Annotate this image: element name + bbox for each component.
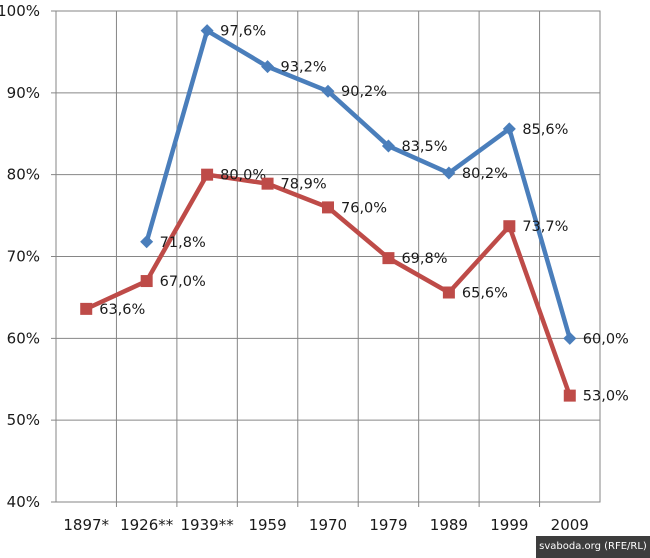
series-2-point <box>503 220 516 233</box>
data-label: 71,8% <box>160 235 206 251</box>
source-credit: svaboda.org (RFE/RL) <box>536 536 650 558</box>
x-tick-label: 1959 <box>248 516 286 534</box>
series-1-line <box>144 28 573 341</box>
series-1-point <box>140 235 154 249</box>
y-tick-label: 100% <box>0 2 40 20</box>
y-tick-label: 40% <box>7 493 40 511</box>
series-1-point <box>200 24 214 38</box>
data-label: 63,6% <box>99 302 145 318</box>
data-label: 76,0% <box>341 200 387 216</box>
data-label: 60,0% <box>583 331 629 347</box>
y-tick-label: 90% <box>7 84 40 102</box>
data-label: 97,6% <box>220 24 266 40</box>
data-label: 67,0% <box>160 274 206 290</box>
data-label: 65,6% <box>462 286 508 302</box>
data-label: 69,8% <box>401 251 447 267</box>
data-label: 80,0% <box>220 168 266 184</box>
series-1-point <box>381 139 395 153</box>
series-2-point <box>261 177 274 190</box>
x-tick-label: 1989 <box>430 516 468 534</box>
series-2-point <box>382 252 395 265</box>
y-tick-label: 50% <box>7 411 40 429</box>
x-tick-label: 1939** <box>181 516 235 534</box>
y-tick-label: 80% <box>7 166 40 184</box>
data-label: 78,9% <box>281 177 327 193</box>
data-label: 80,2% <box>462 166 508 182</box>
series-2-point <box>442 286 455 299</box>
y-tick-label: 60% <box>7 329 40 347</box>
x-tick-label: 2009 <box>551 516 589 534</box>
x-tick-label: 1999 <box>490 516 528 534</box>
series-2-point <box>140 275 153 288</box>
series-1-point <box>502 122 516 136</box>
x-tick-label: 1926** <box>120 516 174 534</box>
series-1-point <box>321 84 335 98</box>
x-tick-label: 1897* <box>63 516 109 534</box>
series-2-point <box>563 389 576 402</box>
series-1-point <box>563 331 577 345</box>
data-label: 83,5% <box>401 139 447 155</box>
x-tick-label: 1970 <box>309 516 347 534</box>
series-1-point <box>442 166 456 180</box>
x-tick-label: 1979 <box>369 516 407 534</box>
series-2-point <box>201 168 214 181</box>
series-2-point <box>80 302 93 315</box>
data-label: 90,2% <box>341 84 387 100</box>
data-label: 85,6% <box>522 122 568 138</box>
series-2-point <box>322 201 334 214</box>
series-1-point <box>261 60 275 74</box>
data-label: 93,2% <box>281 60 327 76</box>
data-label: 53,0% <box>583 389 629 405</box>
data-label: 73,7% <box>522 219 568 235</box>
y-tick-label: 70% <box>7 248 40 266</box>
